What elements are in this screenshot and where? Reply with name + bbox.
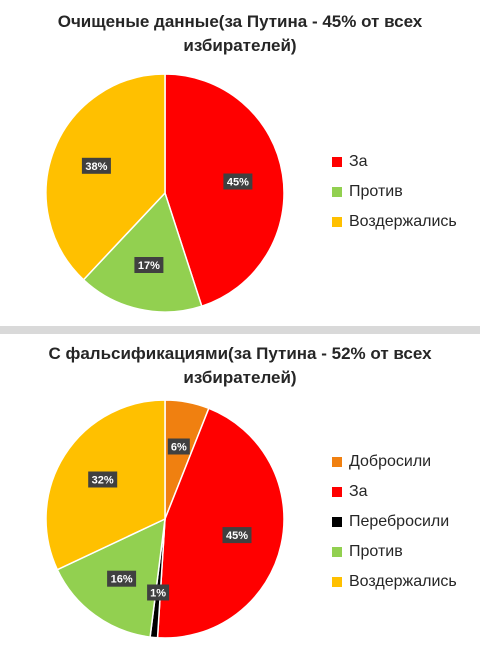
legend-swatch (332, 517, 342, 527)
data-label-protiv: 16% (107, 570, 137, 587)
chart-panel-clean: Очищеные данные(за Путина - 45% от всех … (0, 0, 480, 326)
legend-item-vozderzhalis: Воздержались (332, 567, 457, 597)
data-label-za: 45% (222, 527, 252, 544)
pie-chart: 45% 17% 38% (45, 73, 285, 313)
legend-swatch (332, 577, 342, 587)
legend-swatch (332, 187, 342, 197)
legend-swatch (332, 457, 342, 467)
data-label-protiv: 17% (134, 257, 164, 273)
svg-text:17%: 17% (138, 260, 160, 272)
legend-label: Воздержались (349, 573, 457, 590)
legend-label: За (349, 483, 368, 500)
chart-legend: За Против Воздержались (332, 147, 457, 237)
data-label-vozderzhalis: 32% (88, 471, 118, 488)
legend-label: Добросили (349, 453, 432, 470)
legend-item-za: За (332, 147, 457, 177)
svg-text:32%: 32% (92, 475, 114, 487)
chart-legend: Добросили За Перебросили Против Воздержались (332, 447, 457, 597)
legend-item-za: За (332, 477, 457, 507)
legend-label: Воздержались (349, 213, 457, 230)
legend-label: Перебросили (349, 513, 450, 530)
legend-item-protiv: Против (332, 177, 457, 207)
svg-text:6%: 6% (171, 442, 187, 454)
legend-item-dobrosili: Добросили (332, 447, 457, 477)
pie-slice-vozderzhalis (45, 73, 166, 281)
legend-swatch (332, 217, 342, 227)
svg-text:1%: 1% (150, 588, 166, 600)
legend-label: Против (349, 183, 403, 200)
svg-text:45%: 45% (227, 177, 249, 189)
data-label-perebrosili: 1% (147, 584, 170, 601)
data-label-vozderzhalis: 38% (81, 157, 111, 174)
legend-item-perebrosili: Перебросили (332, 507, 457, 537)
svg-text:38%: 38% (85, 161, 107, 173)
legend-swatch (332, 157, 342, 167)
legend-label: За (349, 153, 368, 170)
legend-item-protiv: Против (332, 537, 457, 567)
pie-slice-za (164, 73, 285, 308)
chart-title: Очищеные данные(за Путина - 45% от всех … (57, 12, 423, 55)
data-label-dobrosili: 6% (167, 438, 190, 455)
legend-swatch (332, 547, 342, 557)
legend-label: Против (349, 543, 403, 560)
svg-text:16%: 16% (111, 574, 133, 586)
chart-title: С фальсификациями(за Путина - 52% от все… (48, 344, 432, 387)
legend-swatch (332, 487, 342, 497)
data-label-za: 45% (223, 173, 253, 190)
chart-panel-falsified: С фальсификациями(за Путина - 52% от все… (0, 334, 480, 654)
svg-text:45%: 45% (226, 530, 248, 542)
pie-chart: 6% 45% 1% 16% 32% (45, 399, 285, 639)
separator (0, 326, 480, 334)
pie-slice-protiv (82, 191, 203, 313)
pie-slice-za (156, 407, 285, 639)
legend-item-vozderzhalis: Воздержались (332, 207, 457, 237)
